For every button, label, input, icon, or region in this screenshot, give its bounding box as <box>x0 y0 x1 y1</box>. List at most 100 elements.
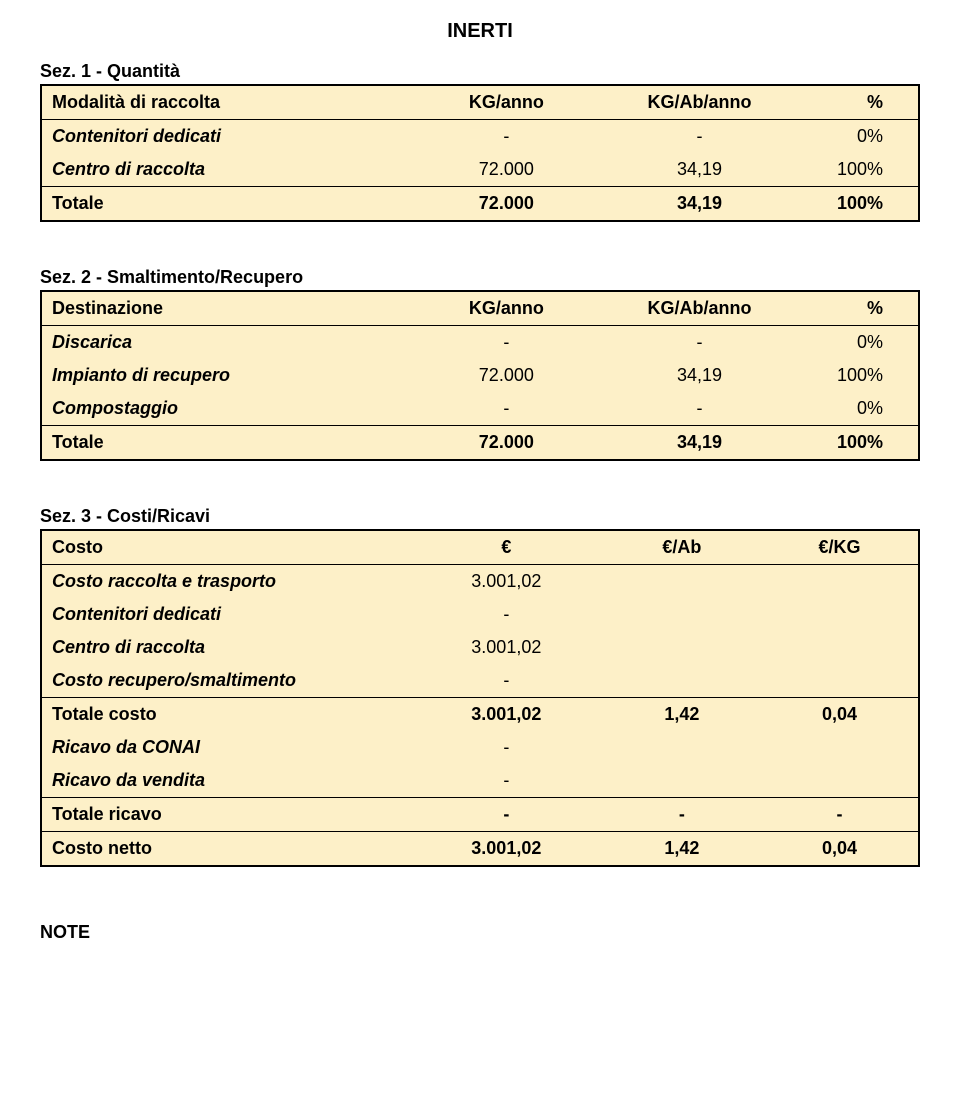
col-header: Costo <box>41 530 410 565</box>
section-2-table: Destinazione KG/anno KG/Ab/anno % Discar… <box>40 290 920 461</box>
col-header: % <box>796 85 919 120</box>
cell-value <box>603 764 761 798</box>
total-value: 3.001,02 <box>410 698 603 732</box>
cell-value: 34,19 <box>603 359 796 392</box>
cell-value <box>603 565 761 599</box>
cell-value: 3.001,02 <box>410 565 603 599</box>
cell-value <box>603 598 761 631</box>
col-header: €/Ab <box>603 530 761 565</box>
row-label: Ricavo da vendita <box>41 764 410 798</box>
section-1-table: Modalità di raccolta KG/anno KG/Ab/anno … <box>40 84 920 222</box>
table-row: Contenitori dedicati - - 0% <box>41 120 919 154</box>
total-value: 72.000 <box>410 426 603 461</box>
cell-value <box>761 565 919 599</box>
table-row: Compostaggio - - 0% <box>41 392 919 426</box>
col-header: % <box>796 291 919 326</box>
cell-value: - <box>410 326 603 360</box>
total-value: - <box>410 798 603 832</box>
section-2-title: Sez. 2 - Smaltimento/Recupero <box>40 267 920 288</box>
total-value: 0,04 <box>761 698 919 732</box>
table-row: Impianto di recupero 72.000 34,19 100% <box>41 359 919 392</box>
table-row: Centro di raccolta 3.001,02 <box>41 631 919 664</box>
cell-value: 0% <box>796 120 919 154</box>
cell-value <box>603 664 761 698</box>
cell-value: 100% <box>796 153 919 187</box>
row-label: Contenitori dedicati <box>41 120 410 154</box>
document-title: INERTI <box>40 20 920 43</box>
table-row: Centro di raccolta 72.000 34,19 100% <box>41 153 919 187</box>
net-value: 3.001,02 <box>410 832 603 867</box>
total-value: 34,19 <box>603 187 796 222</box>
row-label: Impianto di recupero <box>41 359 410 392</box>
cell-value: 72.000 <box>410 359 603 392</box>
cell-value: - <box>410 764 603 798</box>
cell-value: - <box>603 326 796 360</box>
table-total-row: Totale 72.000 34,19 100% <box>41 187 919 222</box>
net-value: 0,04 <box>761 832 919 867</box>
cell-value <box>761 598 919 631</box>
row-label: Contenitori dedicati <box>41 598 410 631</box>
row-label: Ricavo da CONAI <box>41 731 410 764</box>
cell-value: - <box>410 731 603 764</box>
table-header-row: Costo € €/Ab €/KG <box>41 530 919 565</box>
total-label: Totale ricavo <box>41 798 410 832</box>
total-label: Totale <box>41 187 410 222</box>
table-total-row: Totale 72.000 34,19 100% <box>41 426 919 461</box>
row-label: Costo recupero/smaltimento <box>41 664 410 698</box>
cell-value: - <box>410 392 603 426</box>
total-value: 1,42 <box>603 698 761 732</box>
section-3-table: Costo € €/Ab €/KG Costo raccolta e trasp… <box>40 529 920 867</box>
cell-value: - <box>410 598 603 631</box>
cell-value: - <box>410 664 603 698</box>
cell-value <box>761 664 919 698</box>
cell-value: - <box>603 392 796 426</box>
table-row: Costo recupero/smaltimento - <box>41 664 919 698</box>
col-header: KG/anno <box>410 291 603 326</box>
cell-value: - <box>410 120 603 154</box>
note-heading: NOTE <box>40 922 920 943</box>
cell-value: 72.000 <box>410 153 603 187</box>
row-label: Centro di raccolta <box>41 631 410 664</box>
cell-value <box>603 631 761 664</box>
table-header-row: Modalità di raccolta KG/anno KG/Ab/anno … <box>41 85 919 120</box>
total-value: 100% <box>796 426 919 461</box>
total-value: - <box>603 798 761 832</box>
total-label: Totale costo <box>41 698 410 732</box>
col-header: KG/Ab/anno <box>603 291 796 326</box>
cell-value <box>761 631 919 664</box>
table-row: Discarica - - 0% <box>41 326 919 360</box>
table-row: Costo raccolta e trasporto 3.001,02 <box>41 565 919 599</box>
cell-value: 100% <box>796 359 919 392</box>
net-value: 1,42 <box>603 832 761 867</box>
net-cost-row: Costo netto 3.001,02 1,42 0,04 <box>41 832 919 867</box>
net-label: Costo netto <box>41 832 410 867</box>
total-value: 34,19 <box>603 426 796 461</box>
row-label: Costo raccolta e trasporto <box>41 565 410 599</box>
total-value: - <box>761 798 919 832</box>
total-value: 100% <box>796 187 919 222</box>
row-label: Discarica <box>41 326 410 360</box>
total-value: 72.000 <box>410 187 603 222</box>
table-row: Ricavo da CONAI - <box>41 731 919 764</box>
row-label: Compostaggio <box>41 392 410 426</box>
table-header-row: Destinazione KG/anno KG/Ab/anno % <box>41 291 919 326</box>
col-header: KG/anno <box>410 85 603 120</box>
total-revenue-row: Totale ricavo - - - <box>41 798 919 832</box>
total-label: Totale <box>41 426 410 461</box>
cell-value <box>603 731 761 764</box>
cell-value: 0% <box>796 326 919 360</box>
cell-value: 0% <box>796 392 919 426</box>
table-row: Contenitori dedicati - <box>41 598 919 631</box>
total-cost-row: Totale costo 3.001,02 1,42 0,04 <box>41 698 919 732</box>
section-3-title: Sez. 3 - Costi/Ricavi <box>40 506 920 527</box>
cell-value: 3.001,02 <box>410 631 603 664</box>
section-1-title: Sez. 1 - Quantità <box>40 61 920 82</box>
col-header: Destinazione <box>41 291 410 326</box>
col-header: €/KG <box>761 530 919 565</box>
cell-value <box>761 731 919 764</box>
cell-value: 34,19 <box>603 153 796 187</box>
row-label: Centro di raccolta <box>41 153 410 187</box>
table-row: Ricavo da vendita - <box>41 764 919 798</box>
col-header: KG/Ab/anno <box>603 85 796 120</box>
col-header: € <box>410 530 603 565</box>
